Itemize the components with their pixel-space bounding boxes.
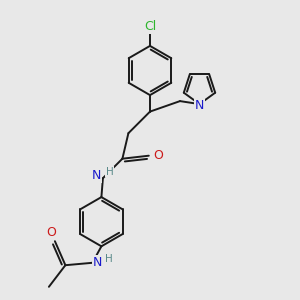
Text: N: N [195,99,204,112]
Text: N: N [92,169,101,182]
Text: Cl: Cl [144,20,156,33]
Text: O: O [46,226,56,239]
Text: H: H [105,254,113,264]
Text: H: H [106,167,113,177]
Text: N: N [93,256,103,269]
Text: O: O [153,149,163,162]
